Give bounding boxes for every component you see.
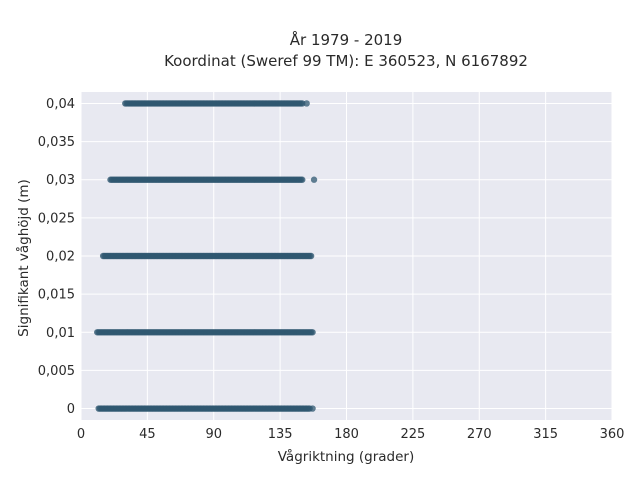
y-tick-label: 0,01 — [46, 326, 75, 341]
x-tick-label: 225 — [400, 427, 425, 442]
grid-lines — [80, 92, 613, 420]
x-axis-ticks: 0 45 90 135 180 225 270 315 360 — [77, 427, 625, 442]
y-tick-label: 0,025 — [38, 211, 75, 226]
x-axis-label: Vågriktning (grader) — [278, 448, 415, 465]
y-tick-label: 0,02 — [46, 250, 75, 265]
data-point-outlier — [303, 100, 310, 107]
x-tick-label: 45 — [139, 427, 156, 442]
y-tick-label: 0,04 — [46, 97, 75, 112]
series-band-1 — [94, 329, 316, 336]
x-tick-label: 270 — [467, 427, 492, 442]
y-tick-label: 0,015 — [38, 288, 75, 303]
data-point — [299, 176, 306, 183]
y-tick-label: 0,03 — [46, 173, 75, 188]
chart-title-line-2: Koordinat (Sweref 99 TM): E 360523, N 61… — [164, 52, 528, 70]
series-band-0 — [95, 405, 316, 412]
x-tick-label: 135 — [268, 427, 293, 442]
x-tick-label: 360 — [600, 427, 625, 442]
data-point — [299, 100, 306, 107]
y-tick-label: 0 — [67, 402, 75, 417]
chart-title-line-1: År 1979 - 2019 — [290, 30, 403, 49]
y-tick-label: 0,035 — [38, 135, 75, 150]
y-axis-ticks: 0 0,005 0,01 0,015 0,02 0,025 0,03 0,035 0,04 — [38, 97, 75, 417]
x-tick-label: 90 — [205, 427, 222, 442]
data-point-outlier — [309, 405, 316, 412]
data-point — [307, 252, 315, 260]
data-point — [309, 329, 316, 336]
series-band-3 — [107, 176, 318, 183]
data-points — [94, 100, 318, 412]
x-tick-label: 0 — [77, 427, 85, 442]
series-band-2 — [99, 252, 315, 260]
data-point-outlier — [310, 176, 318, 183]
y-tick-label: 0,005 — [38, 364, 75, 379]
x-tick-label: 315 — [533, 427, 558, 442]
y-axis-label: Signifikant våghöjd (m) — [15, 179, 32, 337]
x-tick-label: 180 — [334, 427, 359, 442]
series-band-4 — [122, 100, 310, 107]
